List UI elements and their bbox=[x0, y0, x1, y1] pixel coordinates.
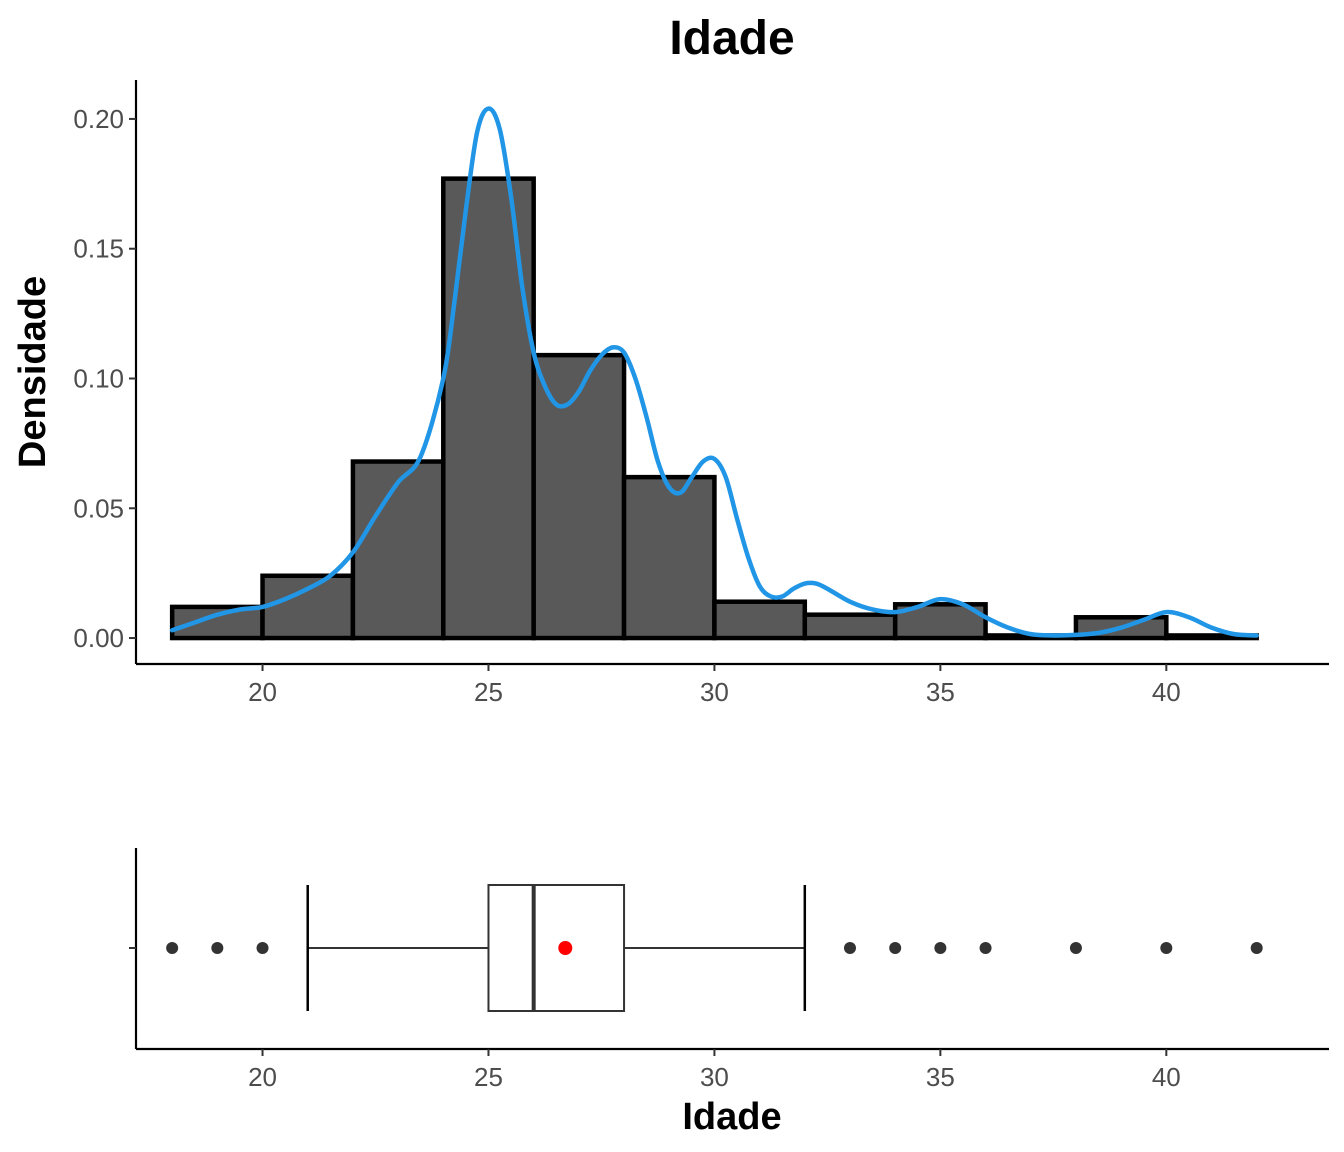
density-curve bbox=[169, 106, 1259, 638]
x-tick-label: 40 bbox=[1152, 1062, 1181, 1092]
y-axis-title: Densidade bbox=[12, 276, 54, 468]
x-tick-label: 30 bbox=[700, 1062, 729, 1092]
box-x-ticks: 20 25 30 35 40 bbox=[248, 1049, 1181, 1092]
outlier-point bbox=[256, 942, 269, 954]
outlier-point bbox=[934, 942, 947, 954]
outlier-point bbox=[211, 942, 224, 954]
histogram-bar bbox=[441, 176, 536, 641]
x-tick-label: 35 bbox=[926, 677, 955, 707]
histogram-bar bbox=[350, 459, 446, 641]
outlier-point bbox=[889, 942, 902, 954]
outlier-point bbox=[1069, 942, 1082, 954]
hist-y-ticks: 0.00 0.05 0.10 0.15 0.20 bbox=[73, 104, 136, 653]
histogram-bar bbox=[712, 599, 808, 641]
x-tick-label: 20 bbox=[248, 677, 277, 707]
x-tick-label: 25 bbox=[474, 1062, 503, 1092]
outlier-point bbox=[1160, 942, 1173, 954]
x-tick-label: 40 bbox=[1152, 677, 1181, 707]
x-tick-label: 20 bbox=[248, 1062, 277, 1092]
histogram-bar bbox=[802, 612, 898, 641]
x-tick-label: 35 bbox=[926, 1062, 955, 1092]
histogram-bar bbox=[621, 474, 717, 641]
y-tick-label: 0.10 bbox=[73, 363, 124, 393]
x-axis-title: Idade bbox=[682, 1096, 781, 1138]
histogram-panel: 0.00 0.05 0.10 0.15 0.20 20 25 30 35 40 Densidad… bbox=[12, 80, 1329, 707]
hist-x-ticks: 20 25 30 35 40 bbox=[248, 664, 1181, 707]
y-tick-label: 0.00 bbox=[73, 623, 124, 653]
boxplot-panel: 20 25 30 35 40 Idade bbox=[129, 848, 1329, 1138]
boxplot-marks bbox=[166, 884, 1263, 1012]
y-tick-label: 0.15 bbox=[73, 234, 124, 264]
mean-point bbox=[558, 941, 573, 955]
outlier-point bbox=[979, 942, 992, 954]
x-tick-label: 25 bbox=[474, 677, 503, 707]
histogram-bar bbox=[260, 573, 356, 641]
outlier-point bbox=[166, 942, 179, 954]
outlier-point bbox=[843, 942, 856, 954]
histogram-bar bbox=[531, 352, 627, 641]
histogram-bar bbox=[169, 604, 265, 641]
outlier-point bbox=[1250, 942, 1263, 954]
y-tick-label: 0.20 bbox=[73, 104, 124, 134]
chart-title: Idade bbox=[669, 12, 794, 65]
x-tick-label: 30 bbox=[700, 677, 729, 707]
y-tick-label: 0.05 bbox=[73, 493, 124, 523]
histogram-bars bbox=[169, 176, 1259, 641]
iqr-box bbox=[487, 884, 626, 1012]
